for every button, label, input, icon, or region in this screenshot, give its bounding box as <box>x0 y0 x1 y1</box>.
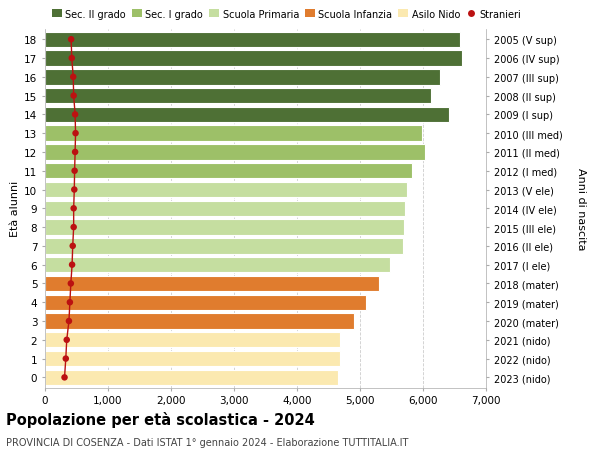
Bar <box>45 295 367 310</box>
Point <box>64 318 74 325</box>
Legend: Sec. II grado, Sec. I grado, Scuola Primaria, Scuola Infanzia, Asilo Nido, Stran: Sec. II grado, Sec. I grado, Scuola Prim… <box>50 7 523 22</box>
Bar <box>45 370 338 385</box>
Bar <box>45 145 425 160</box>
Bar <box>45 239 403 254</box>
Bar <box>45 182 407 198</box>
Bar <box>45 33 460 48</box>
Bar <box>45 220 404 235</box>
Bar <box>45 201 406 217</box>
Point <box>61 355 71 363</box>
Bar <box>45 70 440 85</box>
Bar <box>45 164 412 179</box>
Bar <box>45 107 449 123</box>
Point <box>70 149 80 156</box>
Point <box>62 336 71 344</box>
Point <box>68 243 77 250</box>
Y-axis label: Età alunni: Età alunni <box>10 181 20 237</box>
Point <box>66 280 76 287</box>
Bar <box>45 126 422 141</box>
Text: PROVINCIA DI COSENZA - Dati ISTAT 1° gennaio 2024 - Elaborazione TUTTITALIA.IT: PROVINCIA DI COSENZA - Dati ISTAT 1° gen… <box>6 437 409 447</box>
Point <box>70 186 79 194</box>
Point <box>69 205 79 213</box>
Bar <box>45 351 340 366</box>
Point <box>67 262 77 269</box>
Point <box>60 374 70 381</box>
Point <box>69 224 79 231</box>
Point <box>65 299 74 306</box>
Bar <box>45 313 354 329</box>
Bar <box>45 89 431 104</box>
Text: Popolazione per età scolastica - 2024: Popolazione per età scolastica - 2024 <box>6 411 315 427</box>
Point <box>70 168 79 175</box>
Point <box>67 36 76 44</box>
Bar <box>45 51 462 67</box>
Point <box>70 112 80 119</box>
Y-axis label: Anni di nascita: Anni di nascita <box>576 168 586 250</box>
Point <box>67 55 77 62</box>
Bar <box>45 276 379 291</box>
Bar <box>45 257 390 273</box>
Bar <box>45 332 340 348</box>
Point <box>71 130 80 138</box>
Point <box>69 93 79 100</box>
Point <box>68 74 78 81</box>
